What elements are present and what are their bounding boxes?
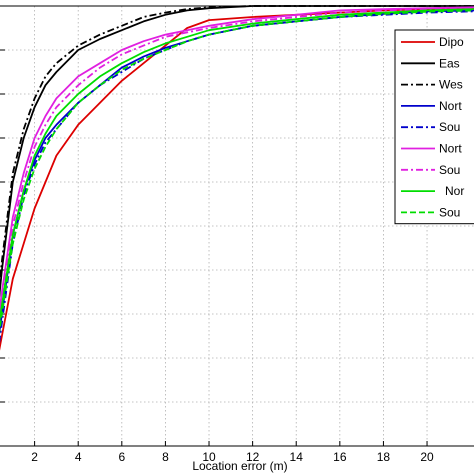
legend-label: Wes	[439, 78, 463, 92]
legend-label: Dipo	[439, 35, 464, 49]
x-tick-label: 8	[162, 450, 169, 464]
legend-label: Sou	[439, 205, 460, 219]
x-tick-label: 20	[420, 450, 434, 464]
x-tick-label: 14	[290, 450, 304, 464]
x-tick-label: 10	[202, 450, 216, 464]
legend-label: Eas	[439, 56, 460, 70]
x-tick-label: 16	[333, 450, 347, 464]
x-axis-label: Location error (m)	[192, 459, 287, 473]
legend-label: Nor	[445, 184, 464, 198]
series-line	[0, 5, 474, 289]
series-line	[0, 7, 474, 323]
series-lines	[0, 5, 474, 351]
legend-label: Nort	[439, 142, 462, 156]
x-tick-label: 18	[377, 450, 391, 464]
x-tick-label: 12	[246, 450, 260, 464]
x-tick-label: 4	[75, 450, 82, 464]
grid	[0, 6, 474, 446]
x-tick-label: 6	[118, 450, 125, 464]
legend-label: Nort	[439, 99, 462, 113]
legend-label: Sou	[439, 163, 460, 177]
series-line	[0, 9, 474, 334]
x-axis: 2 4 6 8 10 12 14 16 18 20	[0, 5, 474, 464]
series-line	[0, 6, 474, 315]
legend: Dipo Eas Wes Nort Sou Nort Sou Nor Sou	[394, 29, 474, 225]
x-tick-label: 2	[31, 450, 38, 464]
series-line	[0, 8, 474, 324]
legend-label: Sou	[439, 120, 460, 134]
